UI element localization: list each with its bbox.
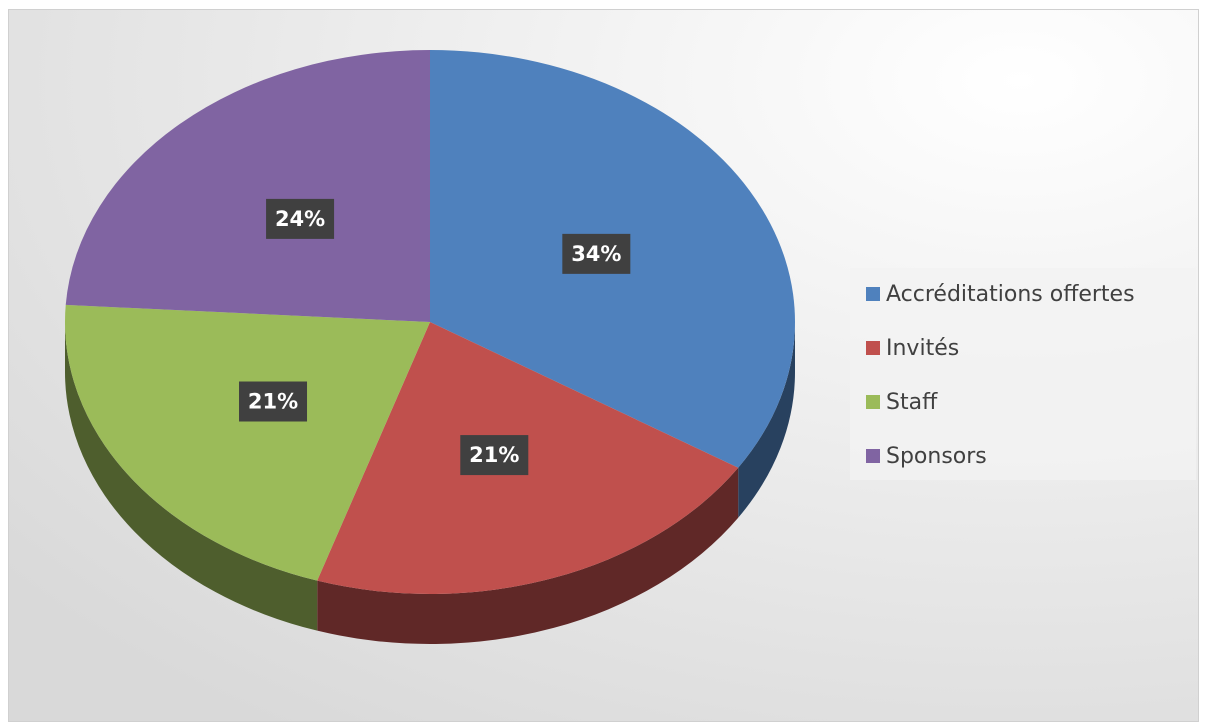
- legend-swatch: [866, 287, 880, 301]
- legend-label: Sponsors: [886, 444, 987, 469]
- legend-label: Accréditations offertes: [886, 282, 1135, 307]
- legend-label: Staff: [886, 390, 938, 415]
- data-label-box: [562, 233, 631, 274]
- slice-side: [317, 467, 739, 644]
- data-label: 21%: [469, 443, 519, 467]
- legend-box: [850, 268, 1196, 480]
- data-label: 24%: [275, 207, 325, 231]
- data-label: 21%: [248, 390, 298, 414]
- legend: Accréditations offertes Invités Staff Spons…: [866, 282, 1135, 469]
- slice: [65, 50, 430, 322]
- pie-tops: [65, 50, 795, 594]
- pie-sides: [65, 322, 795, 644]
- data-label-box: [239, 381, 308, 422]
- data-labels: 34% 21% 21% 24%: [239, 198, 631, 476]
- data-label: 34%: [571, 242, 621, 266]
- data-label-box: [266, 198, 335, 239]
- legend-label: Invités: [886, 336, 959, 361]
- data-label-box: [460, 435, 529, 476]
- legend-swatch: [866, 395, 880, 409]
- legend-swatch: [866, 341, 880, 355]
- legend-swatch: [866, 449, 880, 463]
- slice: [65, 304, 430, 581]
- slice-side: [65, 322, 318, 631]
- slice-side: [738, 322, 795, 518]
